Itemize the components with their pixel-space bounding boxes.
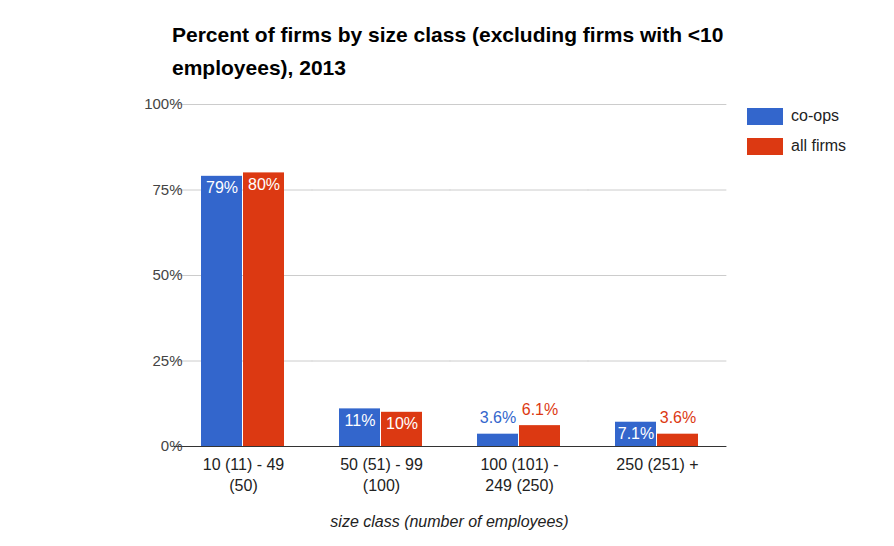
svg-text:50 (51) - 99(100): 50 (51) - 99(100) [340,456,423,495]
svg-text:80%: 80% [248,176,280,193]
svg-text:75%: 75% [152,181,182,198]
html-text:Percent of firms by size class: Percent of firms by size class (excludin… [172,23,724,79]
svg-text:10%: 10% [386,415,418,432]
svg-text:100%: 100% [144,95,182,112]
html-text:co-ops: co-ops [791,107,839,124]
svg-text:3.6%: 3.6% [480,409,516,426]
svg-text:7.1%: 7.1% [618,425,654,442]
svg-text:0%: 0% [161,437,183,454]
svg-text:79%: 79% [206,179,238,196]
svg-text:3.6%: 3.6% [660,409,696,426]
svg-text:10 (11) - 49(50): 10 (11) - 49(50) [203,456,285,495]
svg-text:25%: 25% [152,352,182,369]
svg-text:100 (101) -249 (250): 100 (101) -249 (250) [480,456,558,495]
svg-text:250 (251) +: 250 (251) + [616,456,698,473]
html-text:all firms: all firms [791,137,847,154]
svg-text:11%: 11% [345,412,376,429]
svg-text:6.1%: 6.1% [522,401,558,418]
svg-text:50%: 50% [152,266,182,283]
html-text:size class (number of employee: size class (number of employees) [330,513,569,530]
